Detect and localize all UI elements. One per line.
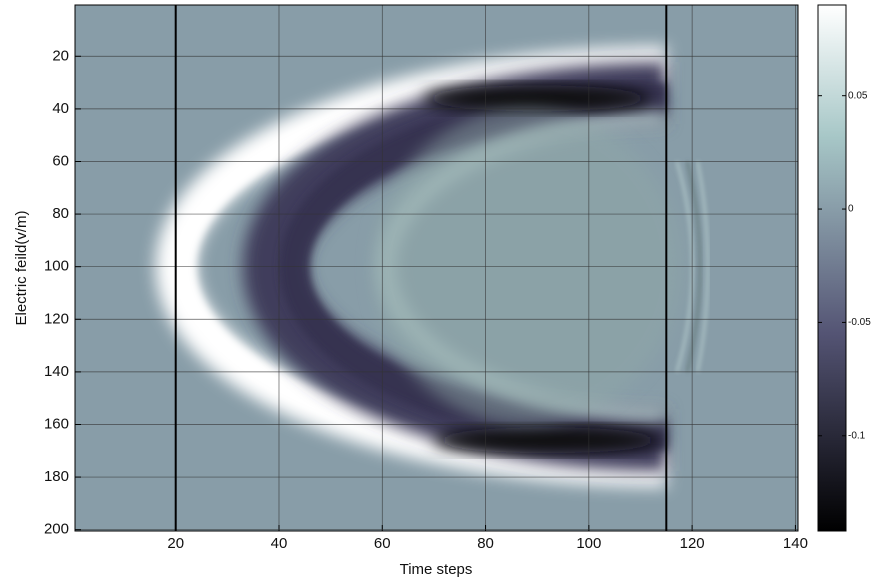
colorbar-tick-label: 0 [848,204,854,215]
x-tick-label: 40 [271,535,288,552]
colorbar-tick-label: 0.05 [848,90,868,101]
y-tick-label: 120 [44,310,69,327]
y-tick-label: 160 [44,415,69,432]
plot-frame [74,4,799,532]
y-tick-label: 40 [52,100,69,117]
x-tick-label: 60 [374,535,391,552]
x-tick-label: 80 [477,535,494,552]
colorbar-tick-label: -0.05 [848,317,871,328]
y-tick-label: 80 [52,205,69,222]
y-tick-label: 100 [44,258,69,275]
colorbar-tick-label: -0.1 [848,430,866,441]
field-image [75,5,798,531]
x-tick-label: 140 [783,535,808,552]
y-tick-label: 60 [52,152,69,169]
x-tick-label: 100 [576,535,601,552]
x-tick-label: 20 [167,535,184,552]
y-tick-label: 140 [44,363,69,380]
y-axis-label: Electric feild(v/m) [13,210,30,325]
y-tick-label: 20 [52,47,69,64]
y-tick-label: 200 [44,521,69,538]
x-axis-label: Time steps [400,561,473,578]
colorbar [817,4,847,532]
x-tick-label: 120 [680,535,705,552]
y-tick-label: 180 [44,468,69,485]
